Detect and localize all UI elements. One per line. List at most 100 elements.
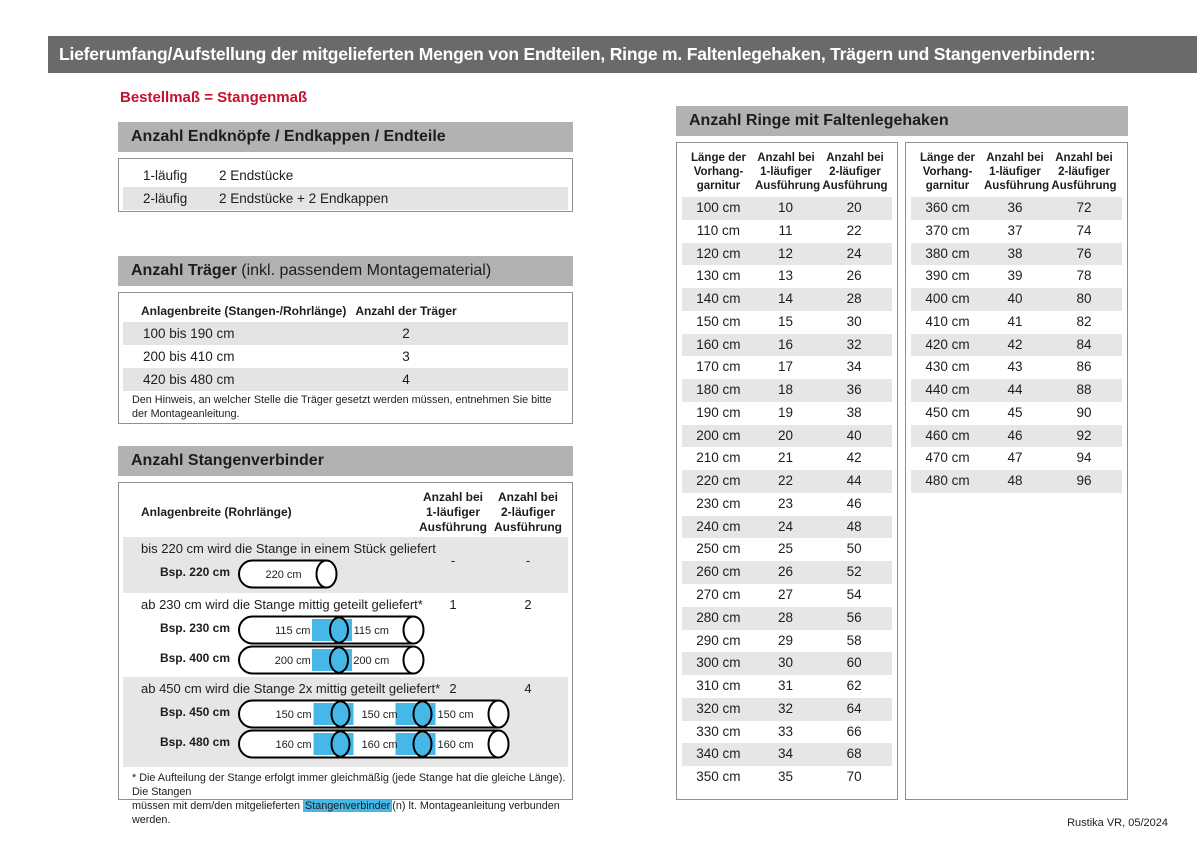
- ring-count-2-laeufig: 20: [846, 200, 862, 215]
- page-title-bar: Lieferumfang/Aufstellung der mitgeliefer…: [48, 36, 1197, 73]
- section-title: Anzahl Stangenverbinder: [131, 452, 324, 469]
- stangenverbinder-footnote: * Die Aufteilung der Stange erfolgt imme…: [132, 771, 569, 827]
- ring-count-1-laeufig: 18: [777, 382, 794, 398]
- column-header-anlagenbreite: Anlagenbreite (Stangen-/Rohrlänge): [141, 304, 347, 318]
- table-row: 240 cm 24 48: [682, 515, 892, 539]
- garnitur-length: 280 cm: [696, 609, 741, 625]
- garnitur-length: 430 cm: [925, 359, 970, 375]
- table-row: 230 cm 23 46: [682, 493, 892, 516]
- table-row: 470 cm 47 94: [911, 447, 1122, 470]
- footnote-line: müssen mit dem/den mitgelieferten: [132, 800, 304, 812]
- garnitur-length: 330 cm: [696, 723, 741, 739]
- stangenverbinder-row: ab 230 cm wird die Stange mittig geteilt…: [123, 593, 568, 677]
- garnitur-length: 160 cm: [696, 336, 741, 352]
- garnitur-length: 200 cm: [696, 427, 741, 443]
- rod-connector: [313, 733, 354, 755]
- ringe-column-header: Anzahl bei 2-läufiger Ausführung: [1051, 152, 1117, 192]
- ring-count-1-laeufig: 32: [777, 700, 794, 716]
- ring-count-2-laeufig: 38: [846, 404, 862, 420]
- ring-count-2-laeufig: 90: [1076, 404, 1092, 420]
- ring-count-1-laeufig: 48: [1007, 473, 1023, 489]
- garnitur-length: 250 cm: [696, 541, 741, 557]
- example-label: Bsp. 220 cm: [159, 565, 230, 579]
- rod-segment-length: 160 cm: [361, 739, 397, 751]
- footnote-line: * Die Aufteilung der Stange erfolgt imme…: [132, 772, 566, 798]
- section-title: Anzahl Träger: [131, 262, 237, 279]
- table-row: 170 cm 17 34: [682, 356, 892, 379]
- rod-diagram: 150 cm 150 cm 150 cm: [238, 699, 510, 729]
- rod-body: [238, 559, 327, 589]
- table-row: 120 cm 12 24: [682, 242, 892, 266]
- ring-count-2-laeufig: 58: [846, 632, 862, 648]
- rod-segment-length: 150 cm: [361, 709, 397, 721]
- rod-joint-edge: [329, 646, 349, 674]
- table-row: 340 cm 34 68: [682, 743, 892, 767]
- range-label: 100 bis 190 cm: [143, 326, 235, 341]
- rod-joint-edge: [412, 730, 433, 758]
- rod-segment-length: 115 cm: [275, 625, 310, 637]
- table-row: 390 cm 39 78: [911, 265, 1122, 288]
- garnitur-length: 170 cm: [696, 359, 741, 375]
- column-header-anlagenbreite-rohr: Anlagenbreite (Rohrlänge): [141, 505, 292, 519]
- garnitur-length: 390 cm: [925, 268, 970, 284]
- garnitur-length: 100 cm: [696, 200, 741, 215]
- rod-end-cap: [315, 559, 338, 589]
- rod-joint-edge: [330, 730, 351, 758]
- note-line: Den Hinweis, an welcher Stelle die Träge…: [132, 394, 552, 406]
- section-title: Anzahl Endknöpfe / Endkappen / Endteile: [131, 128, 446, 145]
- ring-count-1-laeufig: 30: [777, 655, 794, 671]
- ring-count-2-laeufig: 72: [1076, 200, 1092, 215]
- ring-count-1-laeufig: 43: [1007, 359, 1023, 375]
- ring-count-2-laeufig: 86: [1076, 359, 1092, 375]
- ring-count-1-laeufig: 13: [777, 268, 794, 284]
- garnitur-length: 210 cm: [696, 450, 741, 466]
- garnitur-length: 420 cm: [925, 336, 970, 352]
- ring-count-2-laeufig: 84: [1076, 336, 1092, 352]
- ringe-table-2: Länge der Vorhang- garnitur Anzahl bei 1-…: [905, 142, 1128, 800]
- example-label: Bsp. 400 cm: [159, 651, 230, 665]
- table-row: 280 cm 28 56: [682, 606, 892, 630]
- garnitur-length: 120 cm: [696, 245, 741, 261]
- ring-count-2-laeufig: 74: [1076, 222, 1092, 238]
- ring-count-2-laeufig: 56: [846, 609, 862, 625]
- garnitur-length: 300 cm: [696, 655, 741, 671]
- ringe-table-1: Länge der Vorhang- garnitur Anzahl bei 1-…: [676, 142, 898, 800]
- stangenverbinder-table: Anlagenbreite (Rohrlänge) Anzahl bei 1-l…: [118, 482, 573, 826]
- table-row: 310 cm 31 62: [682, 675, 892, 698]
- count-2-laeufig: 2: [524, 597, 532, 612]
- row-description: bis 220 cm wird die Stange in einem Stüc…: [141, 541, 436, 556]
- ring-count-1-laeufig: 20: [777, 427, 794, 443]
- traeger-rows: 100 bis 190 cm 2 200 bis 410 cm 3 420 bis 48…: [119, 322, 572, 391]
- section-header-ringe: Anzahl Ringe mit Faltenlegehaken: [676, 106, 1128, 136]
- garnitur-length: 400 cm: [925, 291, 970, 307]
- rod-connector: [313, 703, 354, 725]
- rod-segment-length: 220 cm: [265, 569, 301, 581]
- rod-segment-length: 200 cm: [353, 655, 389, 667]
- ring-count-1-laeufig: 44: [1007, 382, 1023, 398]
- ring-count-2-laeufig: 60: [846, 655, 862, 671]
- table-row: 290 cm 29 58: [682, 630, 892, 653]
- ring-count-2-laeufig: 76: [1076, 245, 1092, 261]
- ringe-column-header: Anzahl bei 2-läufiger Ausführung: [822, 152, 888, 192]
- ring-count-1-laeufig: 19: [777, 404, 794, 420]
- table-row: 330 cm 33 66: [682, 721, 892, 744]
- endteile-value: 2 Endstücke: [219, 168, 294, 183]
- ring-count-2-laeufig: 52: [846, 564, 862, 580]
- ring-count-2-laeufig: 92: [1076, 427, 1092, 443]
- garnitur-length: 140 cm: [696, 291, 741, 307]
- count-2-laeufig: 4: [524, 681, 532, 696]
- garnitur-length: 290 cm: [696, 632, 741, 648]
- ring-count-1-laeufig: 36: [1007, 200, 1023, 215]
- rod-joint-edge: [330, 700, 351, 728]
- rod-connector: [395, 733, 436, 755]
- rod-segment-length: 200 cm: [275, 655, 311, 667]
- garnitur-length: 380 cm: [925, 245, 970, 261]
- table-row: 440 cm 44 88: [911, 379, 1122, 402]
- garnitur-length: 480 cm: [925, 473, 970, 489]
- ring-count-2-laeufig: 88: [1076, 382, 1092, 398]
- table-row: 450 cm 45 90: [911, 402, 1122, 425]
- garnitur-length: 340 cm: [696, 746, 741, 762]
- rod-connector: [395, 703, 436, 725]
- table-row: 320 cm 32 64: [682, 697, 892, 721]
